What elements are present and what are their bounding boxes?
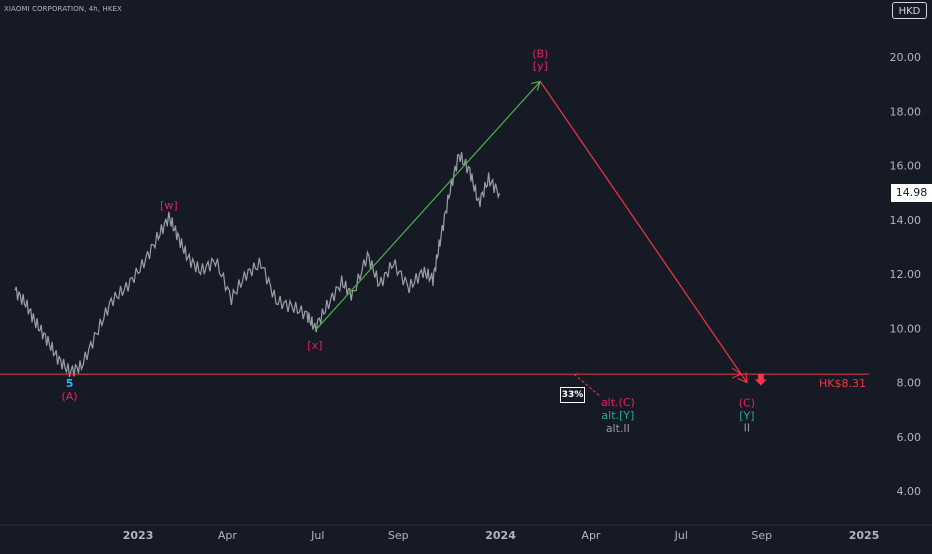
wave-II-label: II: [744, 422, 751, 435]
last-price-label: 14.98: [891, 184, 932, 202]
x-tick-label: Jul: [674, 529, 688, 542]
wave-y-label: [y]: [533, 59, 548, 72]
x-tick-label: Sep: [388, 529, 409, 542]
wave-C-label: (C): [739, 397, 755, 410]
y-tick-label: 16.00: [890, 160, 922, 173]
alt-Y-label: alt.[Y]: [601, 409, 634, 422]
alt-II-label: alt.II: [606, 422, 630, 435]
y-tick-label: 18.00: [890, 105, 922, 118]
wave-x-label: [x]: [307, 339, 322, 352]
x-tick-label: Apr: [218, 529, 238, 542]
currency-button[interactable]: HKD: [892, 2, 927, 19]
wave-A-label: (A): [61, 390, 77, 403]
x-tick-label: Apr: [581, 529, 601, 542]
bearish-arrowhead: [737, 372, 748, 384]
wave-w-label: [w]: [160, 199, 178, 212]
x-tick-label: 2025: [849, 529, 880, 542]
alt-C-label: alt.(C): [601, 396, 635, 409]
x-tick-label: 2024: [485, 529, 516, 542]
alt-projection-path: [573, 373, 601, 397]
y-tick-label: 20.00: [890, 51, 922, 64]
y-tick-label: 8.00: [897, 377, 922, 390]
y-tick-label: 10.00: [890, 322, 922, 335]
x-tick-label: Jul: [310, 529, 324, 542]
bearish-projection-arrow: [539, 81, 748, 383]
bullish-projection-arrow: [314, 81, 541, 332]
wave-Y-label: [Y]: [739, 410, 754, 423]
x-tick-label: Sep: [751, 529, 772, 542]
x-tick-label: 2023: [123, 529, 154, 542]
probability-badge: 33%: [560, 387, 585, 403]
down-arrow-icon: [754, 374, 767, 386]
y-tick-label: 14.00: [890, 214, 922, 227]
y-tick-label: 4.00: [897, 485, 922, 498]
wave-5-label: 5: [66, 377, 74, 390]
symbol-title: XIAOMI CORPORATION, 4h, HKEX: [4, 5, 122, 13]
wave-B-label: (B): [532, 47, 548, 60]
y-tick-label: 6.00: [897, 431, 922, 444]
support-line-label: HK$8.31: [819, 377, 866, 390]
price-series-line: [14, 151, 501, 378]
support-cross-arrowhead: [731, 367, 743, 379]
y-tick-label: 12.00: [890, 268, 922, 281]
